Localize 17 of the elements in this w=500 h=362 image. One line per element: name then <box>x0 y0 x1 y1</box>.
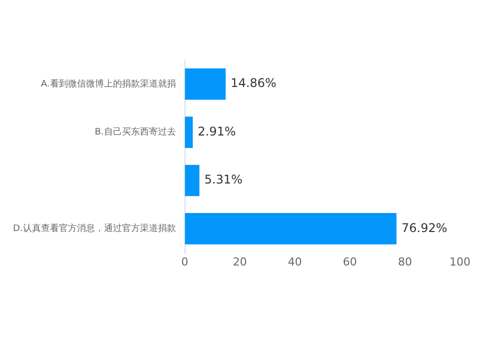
x-tick-label: 100 <box>450 255 470 268</box>
bar <box>184 68 226 100</box>
x-tick-label: 40 <box>288 255 302 268</box>
bar <box>184 164 200 196</box>
data-label: 5.31% <box>204 172 243 187</box>
data-label: 14.86% <box>230 76 276 90</box>
x-tick-label: 20 <box>232 255 247 268</box>
bar <box>184 116 193 148</box>
y-tick-label: A.看到微信微博上的捐款渠道就捐 <box>40 78 176 90</box>
bar <box>184 213 396 244</box>
data-label: 76.92% <box>401 220 448 235</box>
y-tick-label: D.认真查看官方消息，通过官方渠道捐款 <box>12 223 176 234</box>
data-label: 2.91% <box>198 124 236 138</box>
x-tick-label: 60 <box>342 255 357 268</box>
y-tick-label: B.自己买东西寄过去 <box>94 126 176 138</box>
x-tick-label: 80 <box>398 255 412 268</box>
x-tick-label: 0 <box>181 255 188 268</box>
